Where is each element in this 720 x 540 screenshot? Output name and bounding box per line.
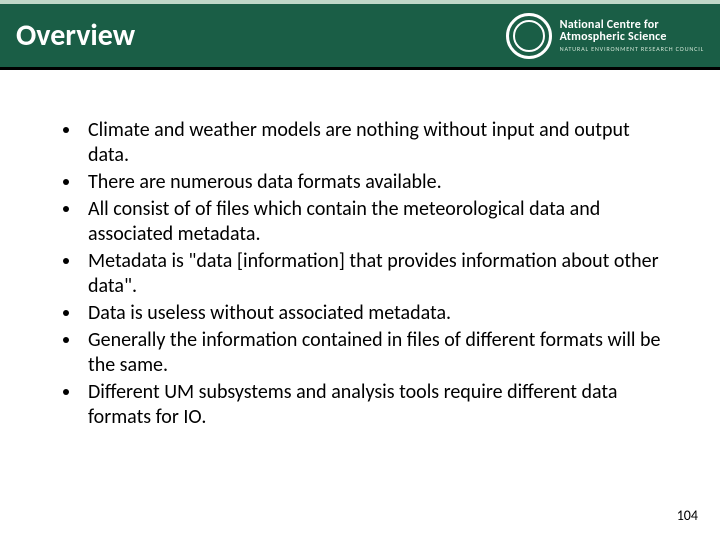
slide: Overview National Centre for Atmospheric…: [0, 0, 720, 540]
logo-line2: Atmospheric Science: [560, 31, 704, 44]
bullet-item: Data is useless without associated metad…: [82, 301, 664, 326]
bullet-item: Different UM subsystems and analysis too…: [82, 380, 664, 430]
header-band: Overview National Centre for Atmospheric…: [0, 0, 720, 70]
bullet-item: All consist of of files which contain th…: [82, 197, 664, 247]
page-number: 104: [677, 507, 698, 524]
slide-title: Overview: [16, 17, 135, 54]
bullet-item: Metadata is "data [information] that pro…: [82, 249, 664, 299]
bullet-item: Generally the information contained in f…: [82, 328, 664, 378]
logo-swirl-icon: [506, 13, 552, 59]
logo-text: National Centre for Atmospheric Science …: [560, 19, 704, 53]
logo: National Centre for Atmospheric Science …: [506, 13, 704, 59]
logo-subline: NATURAL ENVIRONMENT RESEARCH COUNCIL: [560, 46, 704, 53]
bullet-item: There are numerous data formats availabl…: [82, 170, 664, 195]
bullet-list: Climate and weather models are nothing w…: [56, 118, 664, 430]
content-area: Climate and weather models are nothing w…: [0, 70, 720, 430]
bullet-item: Climate and weather models are nothing w…: [82, 118, 664, 168]
